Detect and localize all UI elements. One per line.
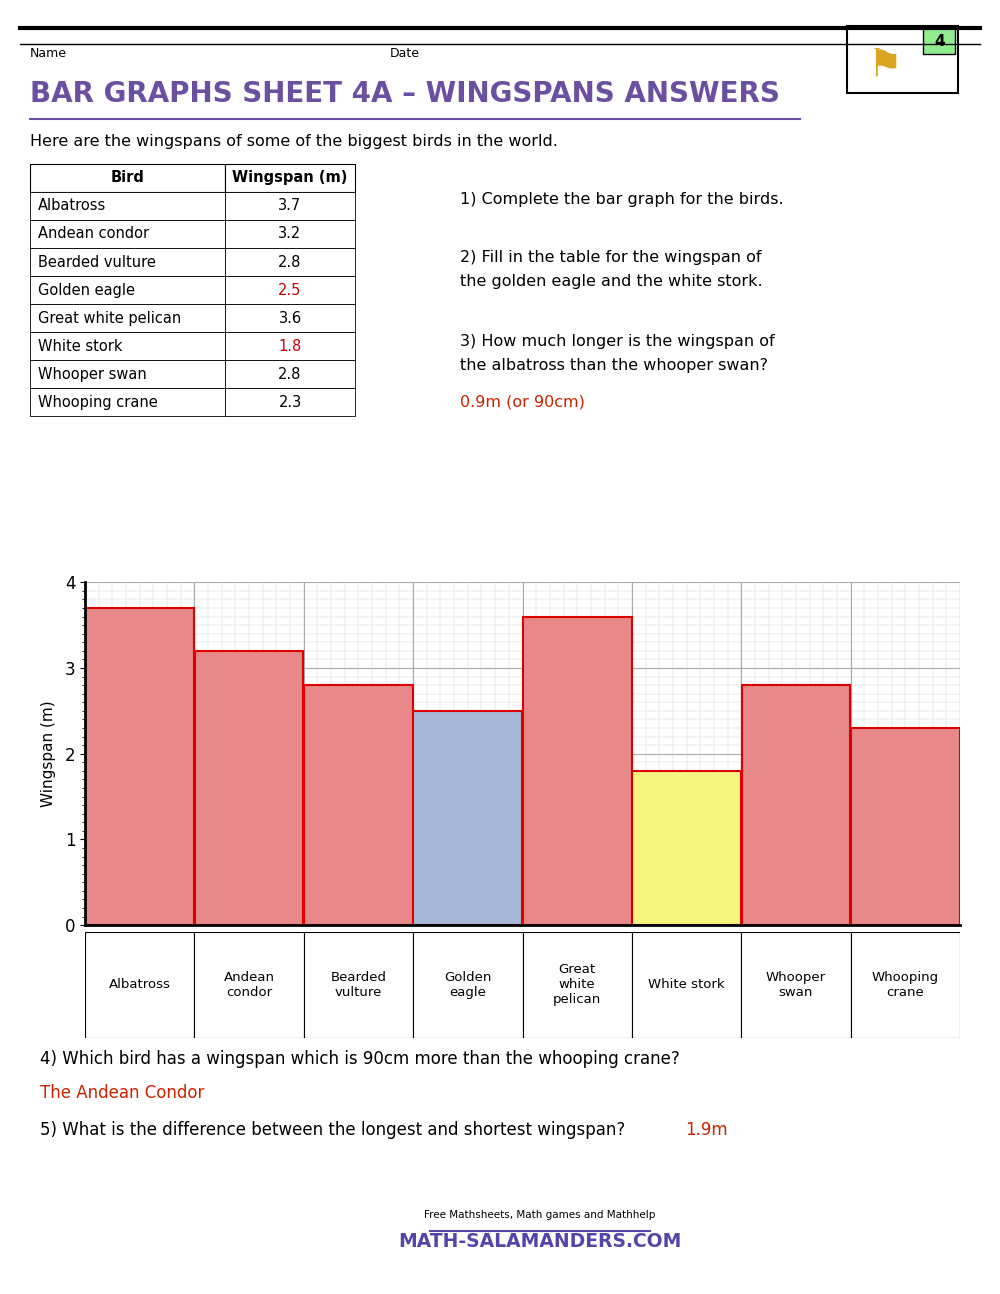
Text: Wingspan (m): Wingspan (m) [232,171,348,185]
Text: Name: Name [30,47,67,60]
Text: Great white pelican: Great white pelican [38,311,181,326]
Bar [304,686,413,925]
Bar [85,608,194,925]
Text: 3.6: 3.6 [278,311,302,326]
Text: Whooping
crane: Whooping crane [872,970,939,999]
Text: The Andean Condor: The Andean Condor [40,1084,204,1102]
Text: 0.9m (or 90cm): 0.9m (or 90cm) [460,395,585,409]
Text: the albatross than the whooper swan?: the albatross than the whooper swan? [460,358,768,373]
Bar [413,932,522,1038]
Text: Bearded
vulture: Bearded vulture [330,970,386,999]
Bar [195,651,303,925]
Bar [225,333,355,360]
Bar [632,771,741,925]
Bar [30,164,225,192]
Text: Date: Date [390,47,420,60]
Y-axis label: Wingspan (m): Wingspan (m) [41,700,56,807]
Bar [194,932,304,1038]
Bar [30,388,225,417]
Bar [30,248,225,276]
Bar [225,360,355,388]
Text: 2.8: 2.8 [278,366,302,382]
Text: 5) What is the difference between the longest and shortest wingspan?: 5) What is the difference between the lo… [40,1121,625,1139]
Bar [225,248,355,276]
Bar [632,932,741,1038]
Text: the golden eagle and the white stork.: the golden eagle and the white stork. [460,274,763,289]
Text: Free Mathsheets, Math games and Mathhelp: Free Mathsheets, Math games and Mathhelp [424,1210,656,1220]
Text: Whooper swan: Whooper swan [38,366,147,382]
Text: Albatross: Albatross [38,198,106,214]
Text: Golden
eagle: Golden eagle [444,970,492,999]
Text: Albatross: Albatross [109,978,171,991]
Bar [923,28,955,53]
Bar [742,686,850,925]
Text: BAR GRAPHS SHEET 4A – WINGSPANS ANSWERS: BAR GRAPHS SHEET 4A – WINGSPANS ANSWERS [30,80,780,107]
Bar [225,304,355,333]
Text: 3.7: 3.7 [278,198,302,214]
Text: Great
white
pelican: Great white pelican [553,963,601,1007]
Text: Here are the wingspans of some of the biggest birds in the world.: Here are the wingspans of some of the bi… [30,133,558,149]
Bar [851,932,960,1038]
Text: White stork: White stork [38,339,122,353]
Bar [523,616,632,925]
Bar [30,333,225,360]
Bar [851,729,960,925]
Bar [30,304,225,333]
Text: Whooper
swan: Whooper swan [766,970,826,999]
Bar [225,276,355,304]
Bar [30,360,225,388]
Text: 2.3: 2.3 [278,395,302,410]
Text: 2) Fill in the table for the wingspan of: 2) Fill in the table for the wingspan of [460,250,762,265]
Text: 2.8: 2.8 [278,255,302,269]
Text: Andean condor: Andean condor [38,226,149,242]
Bar [225,388,355,417]
Text: 3.2: 3.2 [278,226,302,242]
Text: 1.9m: 1.9m [685,1121,728,1139]
Text: Bird: Bird [111,171,144,185]
Text: MATH-SALAMANDERS.COM: MATH-SALAMANDERS.COM [398,1232,682,1251]
Text: Andean
condor: Andean condor [224,970,275,999]
Text: 2.5: 2.5 [278,282,302,298]
Bar [30,220,225,248]
Bar [30,192,225,220]
Bar [30,276,225,304]
Text: 4: 4 [934,34,945,49]
Bar [85,932,194,1038]
Text: ⚑: ⚑ [868,47,903,84]
Bar [225,192,355,220]
Bar [304,932,413,1038]
Text: Whooping crane: Whooping crane [38,395,158,410]
Text: White stork: White stork [648,978,725,991]
Text: 4) Which bird has a wingspan which is 90cm more than the whooping crane?: 4) Which bird has a wingspan which is 90… [40,1049,680,1068]
Text: 3) How much longer is the wingspan of: 3) How much longer is the wingspan of [460,334,775,349]
Bar [741,932,851,1038]
Bar [413,710,522,925]
Bar [225,164,355,192]
Bar [522,932,632,1038]
Text: 1) Complete the bar graph for the birds.: 1) Complete the bar graph for the birds. [460,192,784,207]
Text: Golden eagle: Golden eagle [38,282,135,298]
Bar [225,220,355,248]
Text: 1.8: 1.8 [278,339,302,353]
Text: Bearded vulture: Bearded vulture [38,255,156,269]
